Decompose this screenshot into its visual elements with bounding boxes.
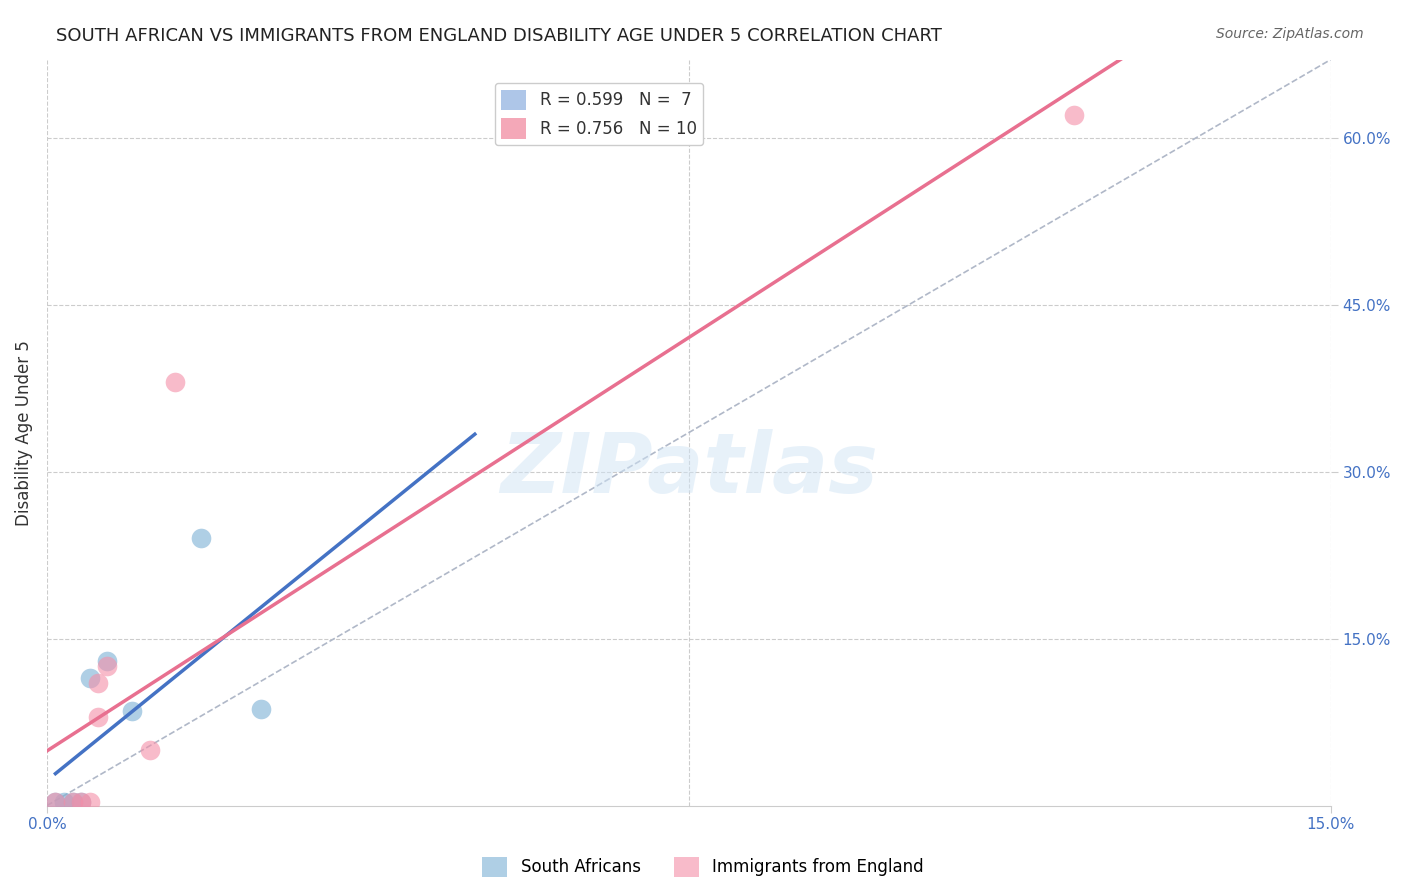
Point xyxy=(44,795,66,809)
Text: ZIPatlas: ZIPatlas xyxy=(501,429,877,510)
Y-axis label: Disability Age Under 5: Disability Age Under 5 xyxy=(15,340,32,525)
Point xyxy=(44,795,66,809)
Point xyxy=(190,532,212,546)
Point xyxy=(250,702,273,716)
Point xyxy=(87,676,110,690)
Point xyxy=(79,671,101,685)
Point xyxy=(96,654,118,668)
Text: Source: ZipAtlas.com: Source: ZipAtlas.com xyxy=(1216,27,1364,41)
Point xyxy=(70,795,93,809)
Point xyxy=(53,795,76,809)
Point xyxy=(70,795,93,809)
Point xyxy=(165,376,187,390)
Point xyxy=(87,709,110,723)
Point xyxy=(121,704,143,718)
Point xyxy=(62,795,84,809)
Legend: R = 0.599   N =  7, R = 0.756   N = 10: R = 0.599 N = 7, R = 0.756 N = 10 xyxy=(495,83,703,145)
Point xyxy=(138,743,160,757)
Point xyxy=(1063,108,1085,122)
Point xyxy=(96,659,118,673)
Point xyxy=(79,795,101,809)
Point xyxy=(62,795,84,809)
Legend: South Africans, Immigrants from England: South Africans, Immigrants from England xyxy=(475,850,931,884)
Text: SOUTH AFRICAN VS IMMIGRANTS FROM ENGLAND DISABILITY AGE UNDER 5 CORRELATION CHAR: SOUTH AFRICAN VS IMMIGRANTS FROM ENGLAND… xyxy=(56,27,942,45)
